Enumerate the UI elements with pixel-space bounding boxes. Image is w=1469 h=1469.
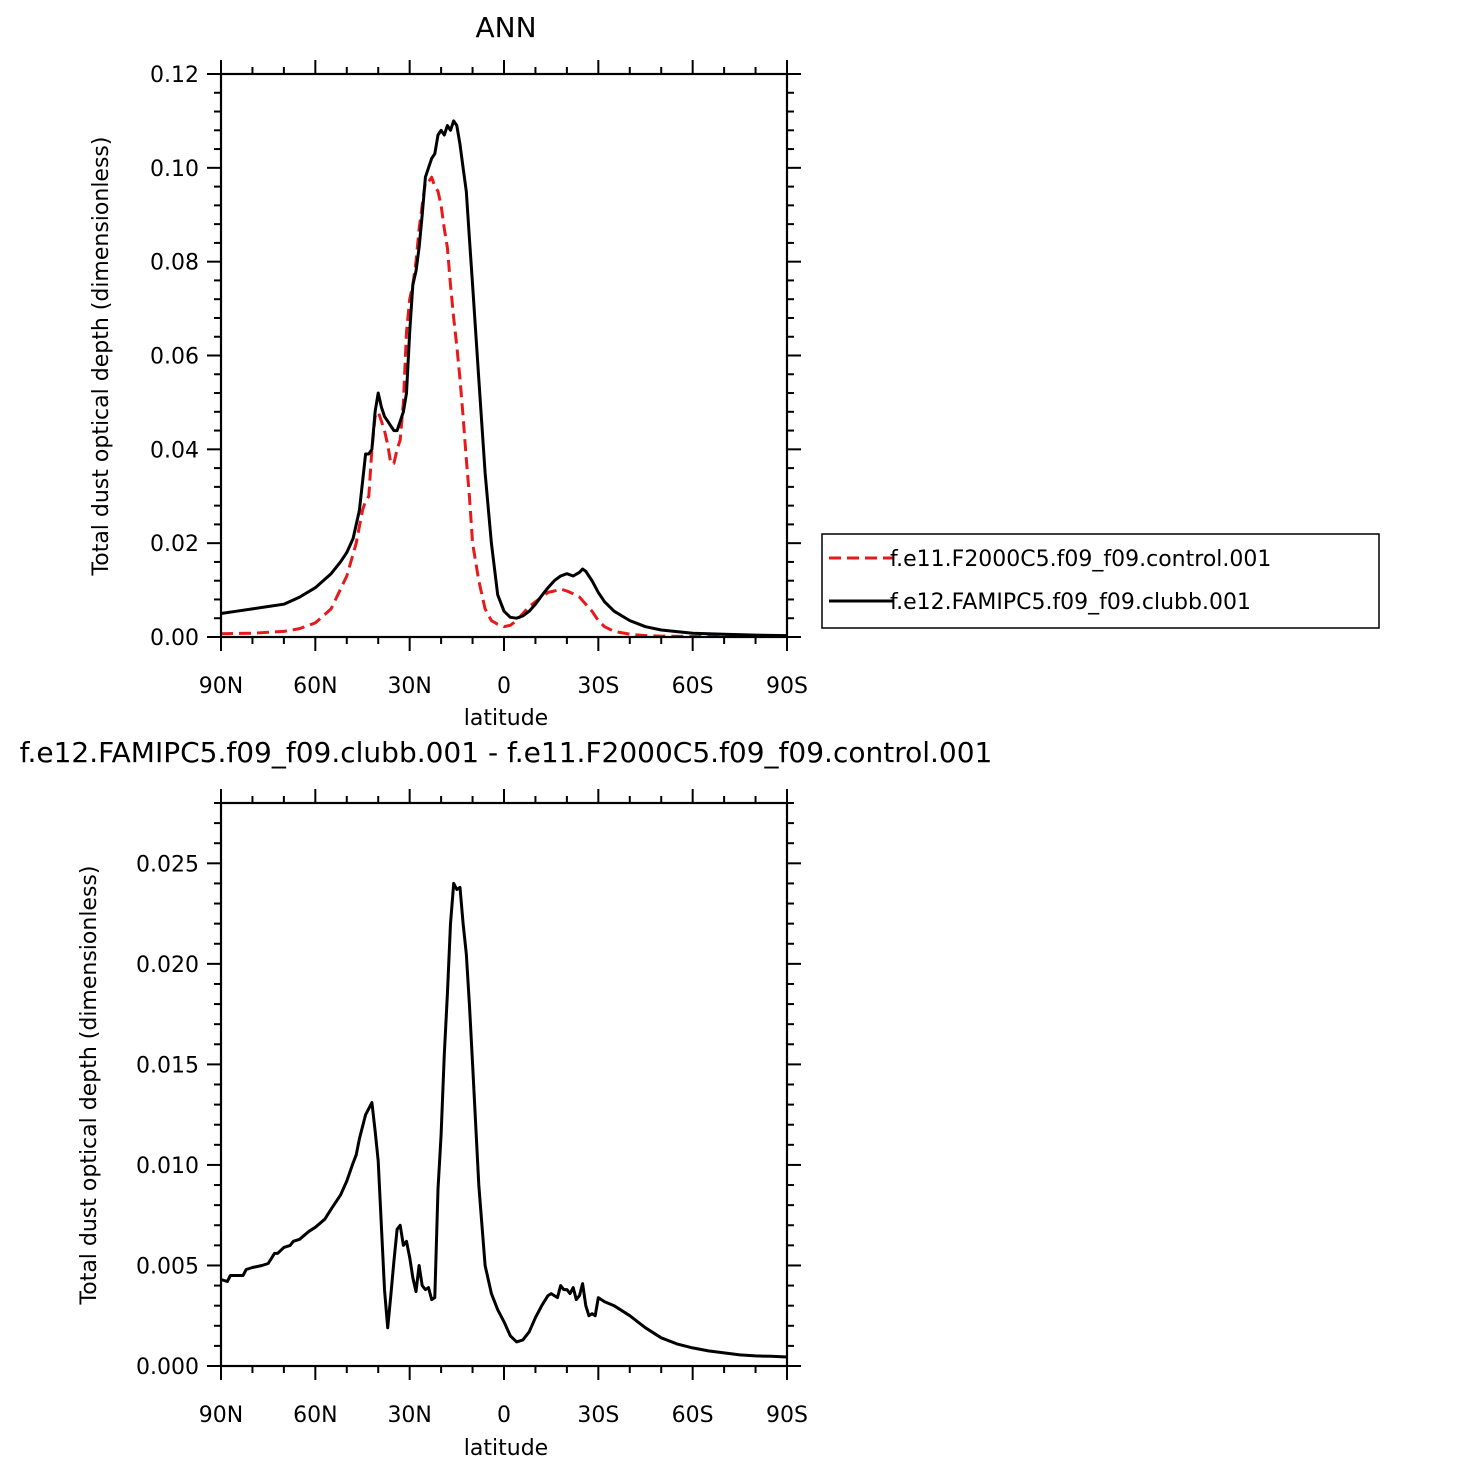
bottom-y-tick-label: 0.020 (136, 953, 199, 978)
bottom-y-tick-label: 0.005 (136, 1254, 199, 1279)
top-y-tick-label: 0.12 (150, 63, 199, 88)
bottom-y-tick-label: 0.000 (136, 1355, 199, 1380)
bottom-x-tick-label: 90S (766, 1403, 808, 1428)
bottom-y-ticks: 0.000 0.005 0.010 0.015 0.020 0.025 (136, 802, 801, 1380)
top-plot-frame (219, 72, 789, 639)
top-y-tick-label: 0.08 (150, 251, 199, 276)
bottom-x-axis-label: latitude (464, 1436, 548, 1461)
top-x-ticks: 90N 60N 30N 0 30S 60S 90S (199, 60, 808, 699)
top-y-tick-label: 0.06 (150, 345, 199, 370)
top-y-tick-label: 0.10 (150, 157, 199, 182)
bottom-x-tick-label: 60S (672, 1403, 714, 1428)
top-series-group (220, 119, 788, 638)
top-x-axis-label: latitude (464, 706, 548, 731)
top-x-tick-label: 90S (766, 674, 808, 699)
top-x-tick-label: 60S (672, 674, 714, 699)
bottom-chart-title: f.e12.FAMIPC5.f09_f09.clubb.001 - f.e11.… (20, 736, 993, 769)
top-y-tick-label: 0.00 (150, 626, 199, 651)
top-y-tick-label: 0.02 (150, 532, 199, 557)
bottom-series-group (220, 881, 788, 1359)
bottom-x-tick-label: 90N (199, 1403, 243, 1428)
top-x-tick-label: 60N (293, 674, 337, 699)
bottom-x-tick-label: 60N (293, 1403, 337, 1428)
legend-label-clubb: f.e12.FAMIPC5.f09_f09.clubb.001 (890, 590, 1251, 615)
top-x-tick-label: 30S (577, 674, 619, 699)
bottom-x-tick-label: 30N (387, 1403, 431, 1428)
bottom-x-tick-label: 30S (577, 1403, 619, 1428)
legend-box (821, 533, 1380, 629)
top-series-line-1 (220, 119, 788, 638)
bottom-x-tick-label: 0 (497, 1403, 511, 1428)
top-y-tick-label: 0.04 (150, 438, 199, 463)
bottom-y-tick-label: 0.015 (136, 1053, 199, 1078)
top-x-tick-label: 0 (497, 674, 511, 699)
top-chart-title: ANN (475, 11, 536, 44)
top-y-axis-label: Total dust optical depth (dimensionless) (89, 137, 114, 577)
top-panel: ANN Total dust optical depth (dimensionl… (89, 11, 808, 731)
legend: f.e11.F2000C5.f09_f09.control.001 f.e12.… (821, 533, 1380, 629)
legend-label-control: f.e11.F2000C5.f09_f09.control.001 (890, 547, 1271, 572)
top-x-tick-label: 30N (387, 674, 431, 699)
bottom-y-tick-label: 0.010 (136, 1154, 199, 1179)
bottom-y-axis-label: Total dust optical depth (dimensionless) (77, 866, 102, 1306)
top-y-ticks: 0.00 0.02 0.04 0.06 0.08 0.10 0.12 (150, 63, 801, 651)
bottom-series-line-0 (220, 881, 788, 1359)
bottom-y-tick-label: 0.025 (136, 852, 199, 877)
bottom-plot-frame (219, 801, 789, 1368)
top-series-line-0 (220, 175, 787, 638)
bottom-x-ticks: 90N 60N 30N 0 30S 60S 90S (199, 789, 808, 1428)
bottom-panel: f.e12.FAMIPC5.f09_f09.clubb.001 - f.e11.… (20, 736, 993, 1461)
top-x-tick-label: 90N (199, 674, 243, 699)
